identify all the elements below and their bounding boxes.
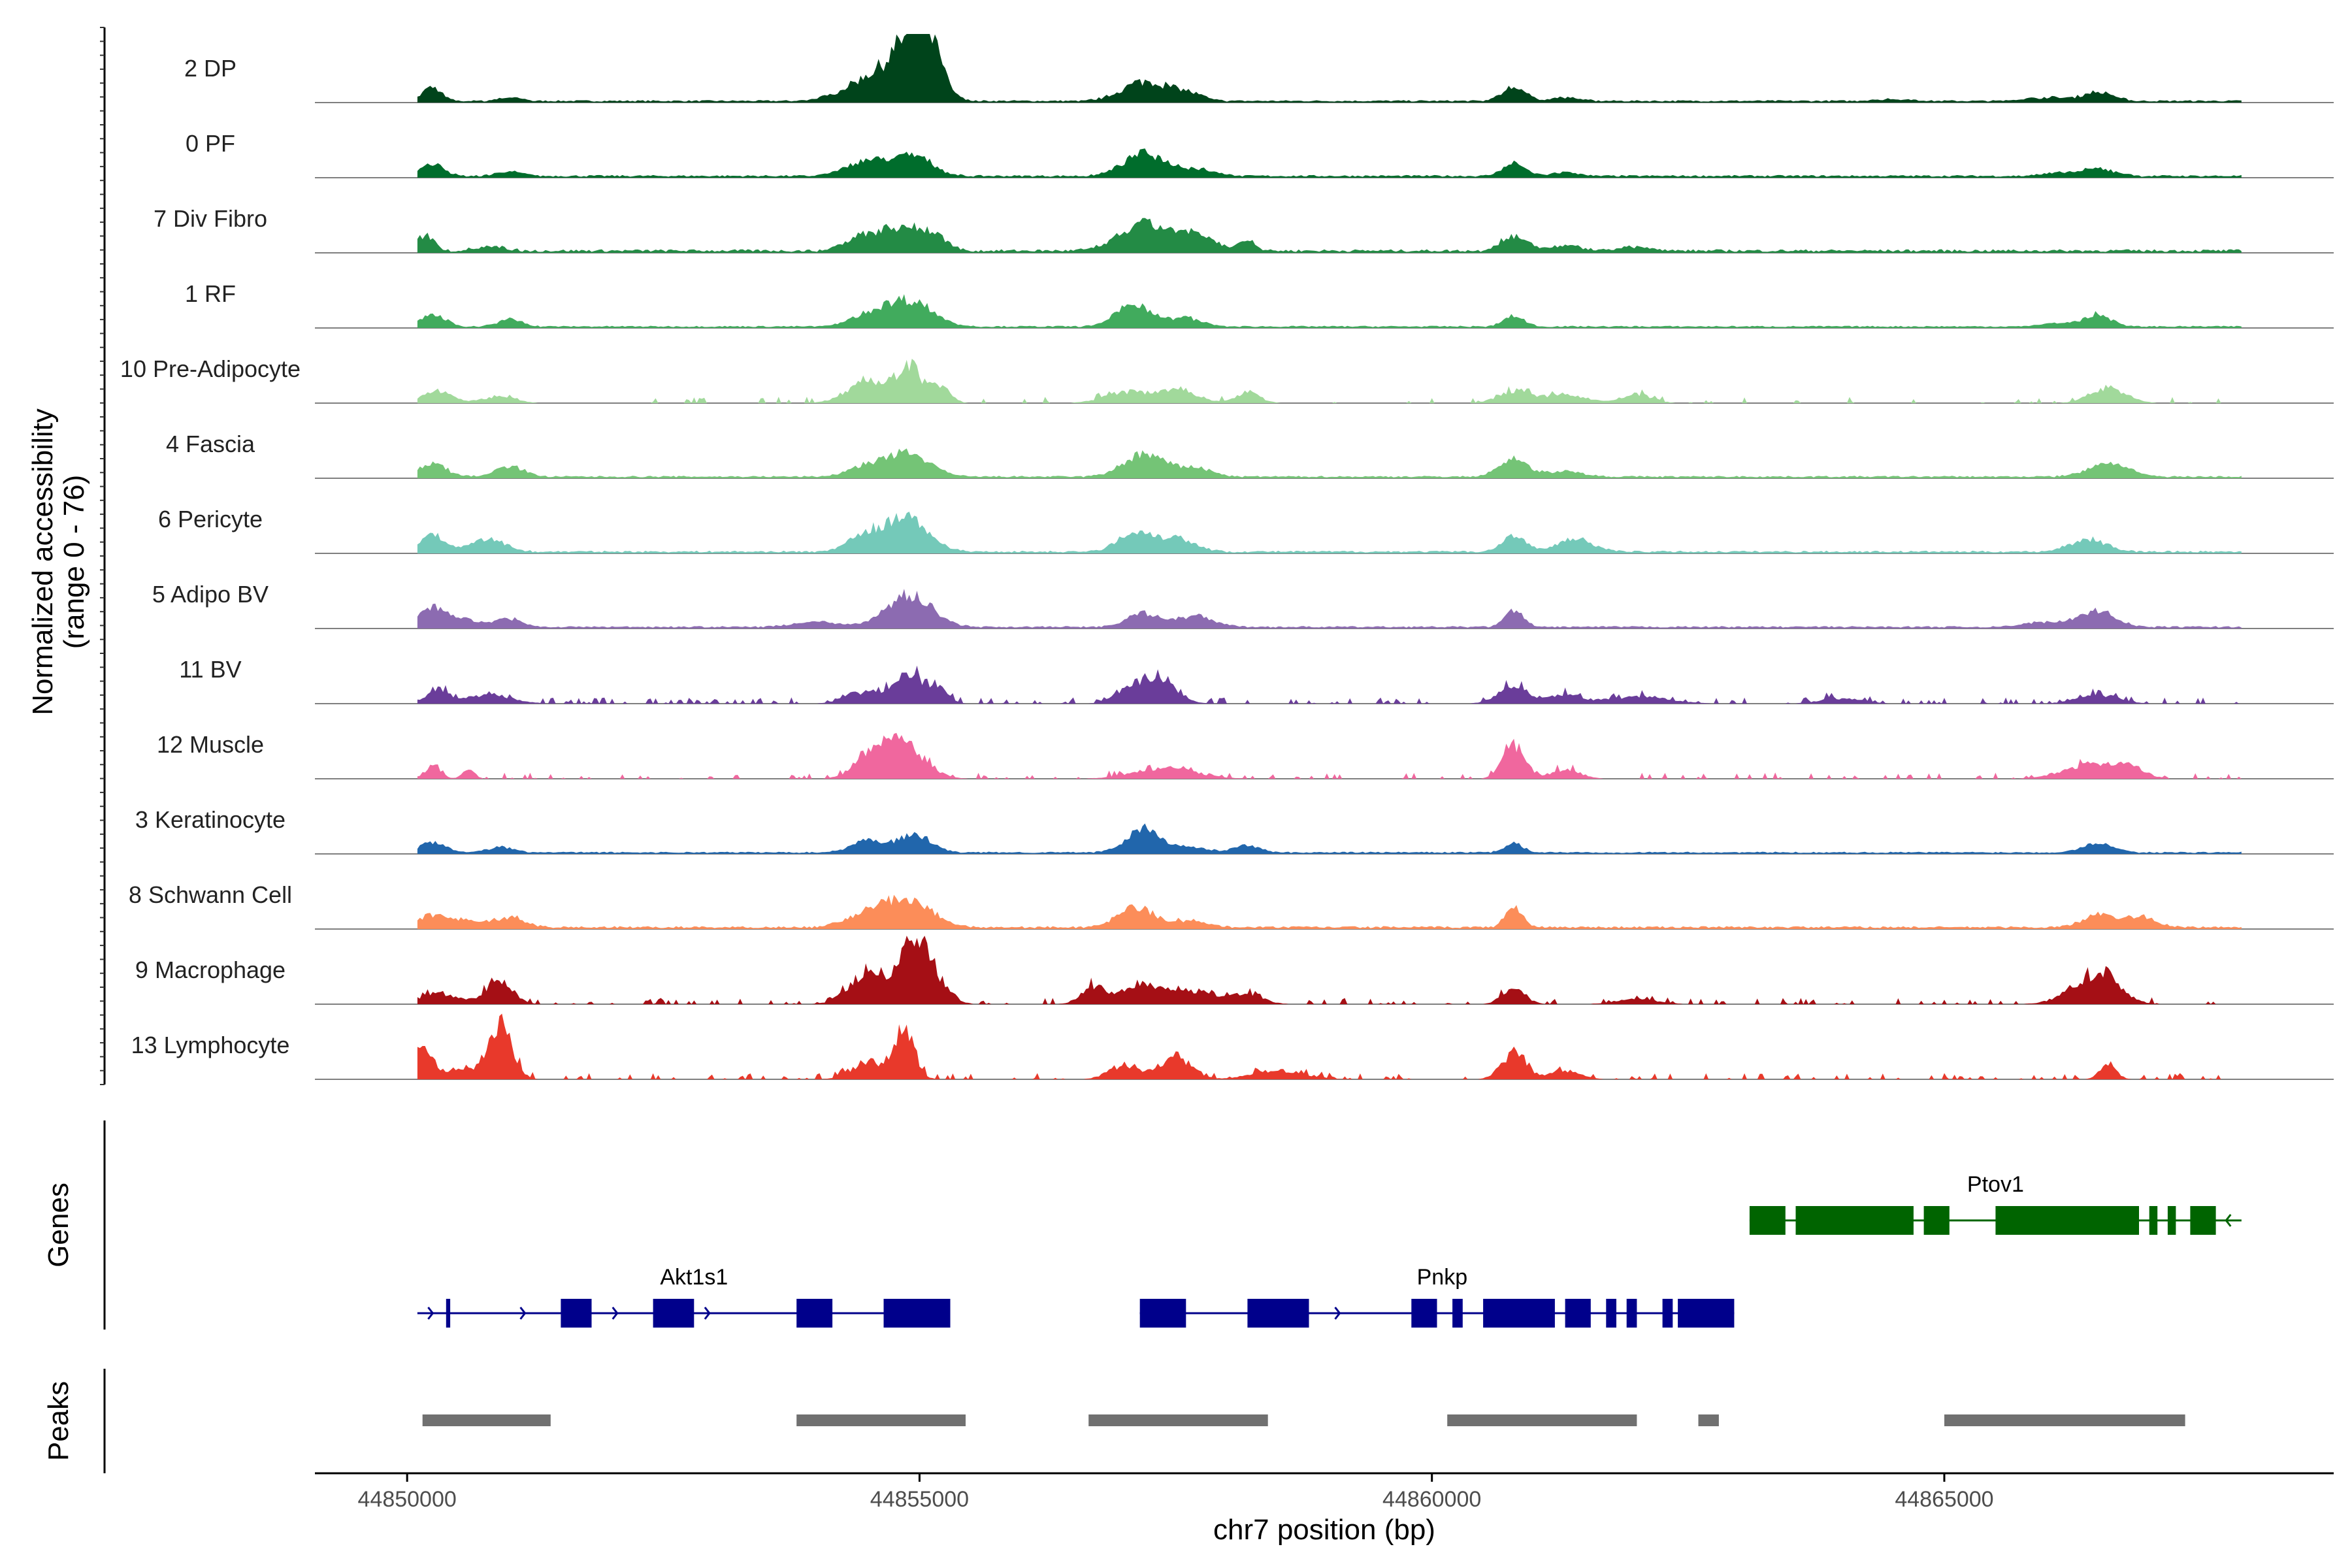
track-13: 9 Macrophage xyxy=(135,936,2334,1005)
track-label: 9 Macrophage xyxy=(135,956,286,983)
track-label: 0 PF xyxy=(186,130,235,157)
track-10: 12 Muscle xyxy=(157,731,2334,779)
y-axis-title-line1: Normalized accessibility xyxy=(27,408,59,715)
exon xyxy=(796,1299,833,1328)
track-12: 8 Schwann Cell xyxy=(129,881,2334,930)
coverage-area xyxy=(417,294,2242,328)
track-label: 13 Lymphocyte xyxy=(131,1032,290,1058)
track-label: 3 Keratinocyte xyxy=(135,806,286,833)
track-label: 6 Pericyte xyxy=(158,506,263,532)
genes-panel-label: Genes xyxy=(42,1183,74,1267)
track-2: 0 PF xyxy=(186,130,2334,178)
gene-akt1s1: Akt1s1 xyxy=(417,1265,951,1328)
exon xyxy=(1795,1206,1914,1235)
exon xyxy=(446,1299,451,1328)
strand-arrow xyxy=(1334,1307,1341,1320)
x-axis-ticks: 44850000 44855000 44860000 44865000 xyxy=(358,1473,1994,1512)
exon xyxy=(561,1299,592,1328)
coverage-area xyxy=(417,148,2242,178)
exon xyxy=(883,1299,951,1328)
genes-track: Akt1s1 Pnkp Ptov1 xyxy=(417,1172,2242,1328)
coverage-area xyxy=(417,34,2242,103)
strand-arrow xyxy=(519,1307,527,1320)
x-tick-label: 44865000 xyxy=(1895,1487,1993,1512)
x-tick-label: 44855000 xyxy=(870,1487,969,1512)
coverage-area xyxy=(417,894,2242,929)
gene-pnkp: Pnkp xyxy=(1139,1265,1735,1328)
exon xyxy=(1995,1206,2139,1235)
coverage-area xyxy=(417,732,2242,779)
strand-arrow xyxy=(704,1307,711,1320)
exon xyxy=(1565,1299,1591,1328)
peaks-track xyxy=(422,1414,2185,1426)
track-label: 7 Div Fibro xyxy=(154,205,267,232)
coverage-area xyxy=(417,448,2242,478)
x-axis-title: chr7 position (bp) xyxy=(1213,1514,1435,1546)
y-axis-title: Normalized accessibility (range 0 - 76) xyxy=(27,408,90,715)
strand-arrow xyxy=(2225,1214,2232,1227)
coverage-area xyxy=(417,512,2242,553)
exon xyxy=(1626,1299,1637,1328)
coverage-area xyxy=(417,359,2242,403)
peak-region xyxy=(1944,1414,2185,1426)
gene-label: Pnkp xyxy=(1417,1265,1468,1290)
track-3: 7 Div Fibro xyxy=(154,205,2334,253)
coverage-area xyxy=(417,1013,2242,1079)
track-label: 4 Fascia xyxy=(166,431,255,457)
track-7: 6 Pericyte xyxy=(158,506,2334,554)
gene-label: Akt1s1 xyxy=(660,1265,728,1290)
exon xyxy=(1139,1299,1186,1328)
exon xyxy=(1247,1299,1309,1328)
track-9: 11 BV xyxy=(179,656,2334,704)
exon xyxy=(1678,1299,1735,1328)
gene-ptov1: Ptov1 xyxy=(1749,1172,2242,1235)
track-label: 12 Muscle xyxy=(157,731,264,758)
exon xyxy=(1749,1206,1786,1235)
coverage-area xyxy=(417,936,2242,1004)
track-label: 11 BV xyxy=(179,656,241,683)
y-axis-title-line2: (range 0 - 76) xyxy=(58,475,90,649)
peak-region xyxy=(1698,1414,1719,1426)
strand-arrow xyxy=(612,1307,619,1320)
coverage-area xyxy=(417,218,2242,253)
coverage-area xyxy=(417,823,2242,854)
track-label: 10 Pre-Adipocyte xyxy=(120,355,301,382)
coverage-area xyxy=(417,589,2242,629)
track-14: 13 Lymphocyte xyxy=(131,1013,2334,1080)
track-label: 1 RF xyxy=(185,280,236,307)
coverage-area xyxy=(417,665,2242,704)
track-1: 2 DP xyxy=(184,34,2334,103)
exon xyxy=(1483,1299,1555,1328)
exon xyxy=(2190,1206,2216,1235)
peak-region xyxy=(422,1414,551,1426)
exon xyxy=(1662,1299,1673,1328)
exon xyxy=(1452,1299,1463,1328)
exon xyxy=(2149,1206,2158,1235)
exon xyxy=(2167,1206,2176,1235)
exon xyxy=(1923,1206,1950,1235)
track-4: 1 RF xyxy=(185,280,2334,329)
track-6: 4 Fascia xyxy=(166,431,2334,479)
x-tick-label: 44850000 xyxy=(358,1487,457,1512)
peak-region xyxy=(1088,1414,1268,1426)
track-label: 8 Schwann Cell xyxy=(129,881,292,908)
coverage-y-axis xyxy=(100,27,106,1085)
x-tick-label: 44860000 xyxy=(1382,1487,1481,1512)
coverage-tracks: 2 DP 0 PF 7 Div Fibro 1 RF 10 Pre-Adipocyte 4… xyxy=(120,34,2334,1080)
track-11: 3 Keratinocyte xyxy=(135,806,2334,855)
track-5: 10 Pre-Adipocyte xyxy=(120,355,2334,404)
peaks-panel-label: Peaks xyxy=(42,1381,74,1461)
gene-label: Ptov1 xyxy=(1967,1172,2024,1197)
exon xyxy=(1606,1299,1616,1328)
strand-arrow xyxy=(427,1307,434,1320)
peak-region xyxy=(796,1414,966,1426)
track-8: 5 Adipo BV xyxy=(152,581,2334,629)
peak-region xyxy=(1447,1414,1637,1426)
exon xyxy=(1411,1299,1437,1328)
track-label: 2 DP xyxy=(184,55,237,82)
exon xyxy=(653,1299,694,1328)
track-label: 5 Adipo BV xyxy=(152,581,269,608)
